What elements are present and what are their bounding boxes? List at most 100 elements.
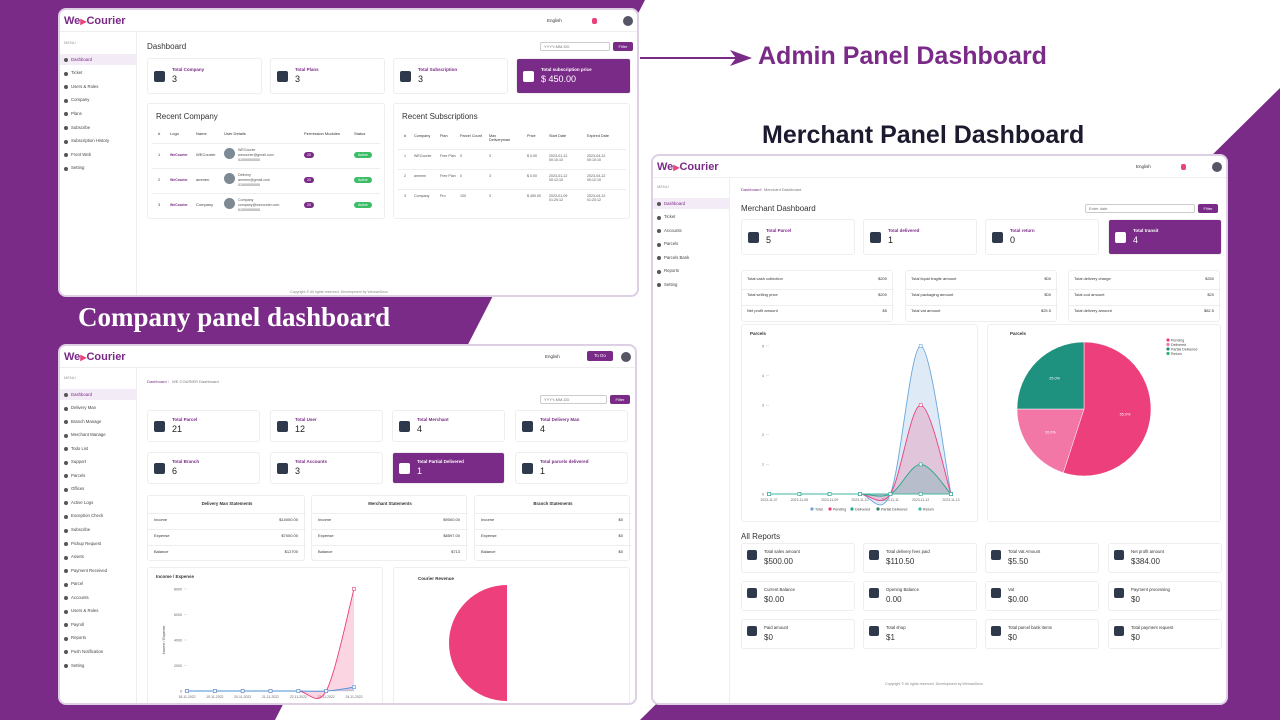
table-row-line <box>398 169 626 170</box>
avatar[interactable] <box>623 16 633 26</box>
report-value: $0 <box>1008 633 1017 642</box>
legend-swatch <box>810 507 814 511</box>
menu-item[interactable]: Accounts <box>71 594 89 600</box>
filter-button[interactable]: Filter <box>1198 204 1218 213</box>
menu-item[interactable]: Exception Check <box>71 513 104 519</box>
menu-item[interactable]: Ticket <box>71 70 83 76</box>
menu-item[interactable]: Delivery Man <box>71 405 97 411</box>
date-input[interactable]: YYYY-MM-DD <box>540 395 607 404</box>
menu-item[interactable]: Support <box>71 459 87 465</box>
menu-item[interactable]: Setting <box>71 662 85 668</box>
menu-item[interactable]: Parcels <box>71 472 86 478</box>
legend-label: Partial Delivered <box>1171 347 1197 351</box>
avatar[interactable] <box>1212 162 1222 172</box>
pie-half <box>449 585 507 701</box>
card-value: 12 <box>295 424 306 434</box>
menu-item[interactable]: Parcels <box>664 241 679 246</box>
menu-item[interactable]: Assets <box>71 554 84 560</box>
row-line <box>148 545 306 546</box>
menu-item[interactable]: Pickup Request <box>71 540 102 546</box>
report-label: Total parcel bank items <box>1008 625 1052 630</box>
menu-item[interactable]: Ticket <box>664 214 676 219</box>
menu-item[interactable]: Merchant Manage <box>71 432 106 438</box>
statement-value: $12700 <box>284 549 298 554</box>
menu-item[interactable]: Subscribe <box>71 124 91 130</box>
menu-item[interactable]: Push Notification <box>71 648 104 654</box>
cell: wecourier@gmail.com <box>238 153 274 157</box>
report-value: $0 <box>1131 595 1140 604</box>
menu-item[interactable]: Payment Received <box>71 567 108 573</box>
stat-value: $25.5 <box>1040 308 1051 313</box>
stat-label: Total selling price <box>747 292 778 297</box>
cell: 2023-01-12 00:10:10 <box>549 154 568 163</box>
menu-item[interactable]: Dashboard <box>71 56 93 62</box>
menu-item[interactable]: Dashboard <box>71 391 93 397</box>
menu-item[interactable]: Users & Roles <box>71 608 99 614</box>
language[interactable]: English <box>1136 164 1151 169</box>
report-label: Paid amount <box>764 625 789 630</box>
stat-value: $82.5 <box>1203 308 1214 313</box>
card-label: Total Subscription <box>418 67 458 72</box>
logo: We▶Courier <box>657 161 719 174</box>
menu-item[interactable]: Subscribe <box>71 527 91 532</box>
column-header: User Details <box>224 131 246 136</box>
menu-item[interactable]: Active Logs <box>71 499 94 505</box>
point-marker <box>185 689 189 693</box>
date-input[interactable]: YYYY-MM-DD <box>540 42 610 51</box>
bell[interactable] <box>592 18 597 24</box>
menu-item[interactable]: Reports <box>71 635 87 641</box>
menu-item[interactable]: Accounts <box>664 227 682 233</box>
menu-item[interactable]: Branch Manage <box>71 418 102 424</box>
logo-right: Courier <box>86 351 126 363</box>
statement-value: $9000.00 <box>443 517 460 522</box>
statement-label: Expense <box>154 533 170 538</box>
icon <box>64 609 68 614</box>
todo-button[interactable]: To Do <box>587 351 613 361</box>
pie-slice <box>1016 341 1085 410</box>
sidebar <box>60 368 137 703</box>
avatar[interactable] <box>621 352 631 362</box>
menu-item[interactable]: Parcel <box>71 581 84 587</box>
breadcrumb[interactable]: Dashboard <box>147 379 167 384</box>
language[interactable]: English <box>545 354 560 359</box>
menu-item[interactable]: Front Web <box>71 151 91 157</box>
card-label: Total subscription price <box>541 67 592 72</box>
filter-button[interactable]: Filter <box>610 395 630 404</box>
icon <box>869 550 879 560</box>
header-bar <box>60 10 637 32</box>
breadcrumb[interactable]: Dashboard <box>741 187 761 192</box>
icon <box>657 269 661 274</box>
icon <box>64 393 68 397</box>
card-label: Total transit <box>1133 228 1159 233</box>
statement-label: Income <box>318 517 332 522</box>
menu-item[interactable]: Reports <box>664 268 680 273</box>
report-label: Total delivery fees paid <box>886 549 930 554</box>
stat-label: Total liquid fragile amount <box>911 276 957 281</box>
legend-label: Delivered <box>855 507 870 511</box>
menu-item[interactable]: Offices <box>71 486 85 492</box>
icon <box>277 71 288 82</box>
report-label: Total Vat Amount <box>1008 549 1041 554</box>
stat-card: Total Partial Delivered 1 <box>392 452 505 484</box>
icon <box>1114 626 1124 636</box>
menu-item[interactable]: Parcels Bank <box>664 254 690 260</box>
bell[interactable] <box>1181 164 1186 170</box>
menu-item[interactable]: Subscription History <box>71 138 110 144</box>
icon <box>657 242 661 247</box>
stat-card: Total Accounts 3 <box>270 452 383 484</box>
menu-item[interactable]: Dashboard <box>664 200 686 206</box>
cell: 01000000000 <box>238 208 260 212</box>
x-tick-label: 20-11-2022 <box>234 695 251 699</box>
menu-item[interactable]: Plans <box>71 110 82 116</box>
menu-item[interactable]: Todo List <box>71 445 89 451</box>
y-tick-label: 8000 <box>174 587 182 591</box>
language[interactable]: English <box>547 18 562 23</box>
card-value: 5 <box>766 235 772 245</box>
menu-item[interactable]: Setting <box>71 165 85 171</box>
filter-button[interactable]: Filter <box>613 42 633 51</box>
menu-item[interactable]: Setting <box>664 281 678 287</box>
menu-item[interactable]: Payroll <box>71 621 85 627</box>
menu-item[interactable]: Company <box>71 97 90 103</box>
date-input[interactable]: Enter date <box>1085 204 1195 213</box>
menu-item[interactable]: Users & Roles <box>71 83 99 89</box>
